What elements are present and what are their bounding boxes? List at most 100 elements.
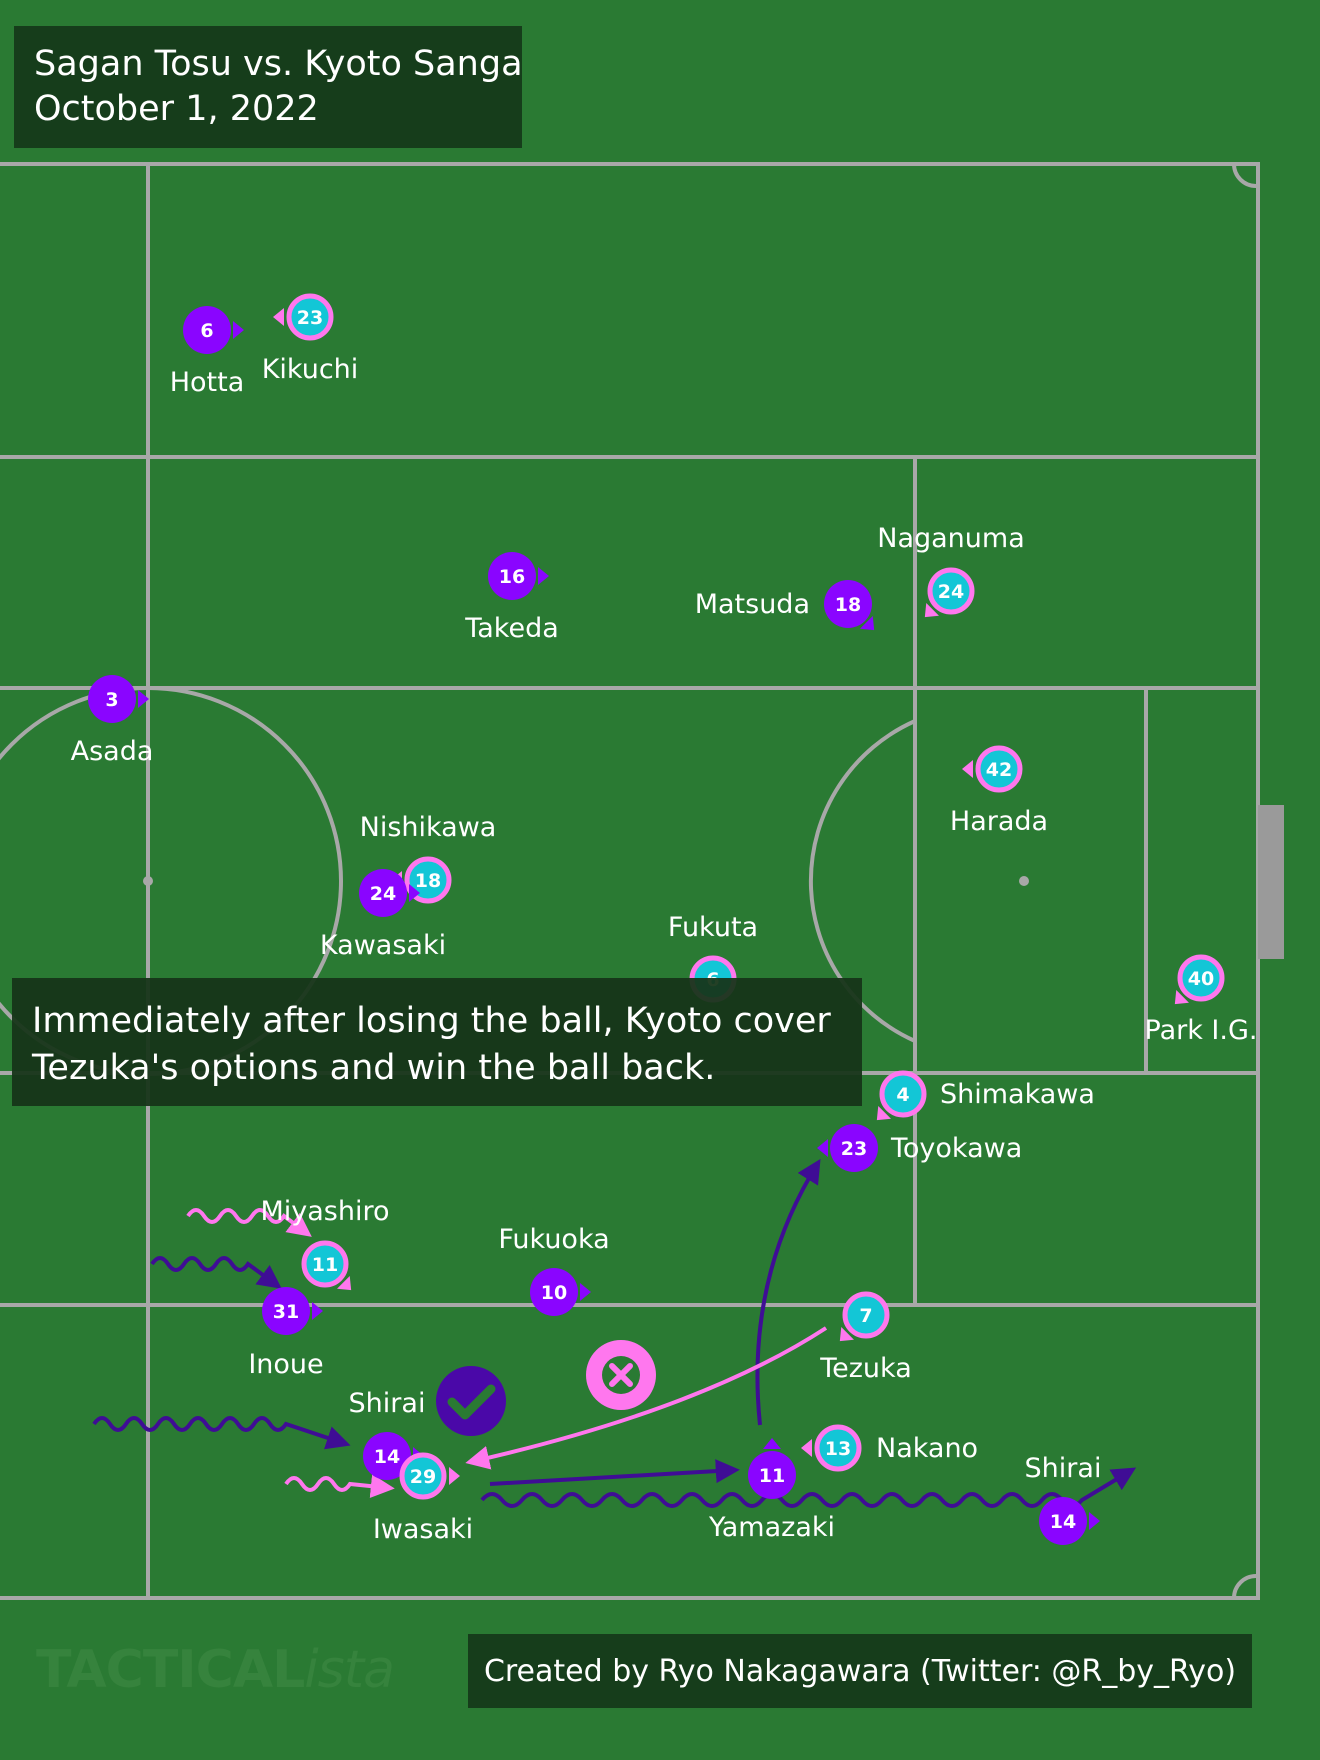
player-token: 14 Shirai [349, 1388, 426, 1480]
player-number: 42 [986, 759, 1012, 781]
penalty-spot [1019, 876, 1029, 886]
direction-pointer-icon [580, 1283, 591, 1301]
player-number: 16 [499, 566, 525, 588]
player-marker [824, 580, 872, 628]
player-number: 24 [938, 581, 964, 603]
direction-pointer-icon [924, 603, 939, 618]
player-token: 24 Naganuma [877, 523, 1025, 618]
player-name: Park I.G. [1145, 1015, 1258, 1046]
player-number: 18 [415, 870, 441, 892]
player-marker [530, 1268, 578, 1316]
player-token: 11 Yamazaki [708, 1438, 835, 1543]
player-name: Fukuoka [498, 1224, 609, 1255]
player-name: Miyashiro [260, 1196, 389, 1227]
player-name: Harada [950, 806, 1048, 837]
player-number: 13 [825, 1438, 851, 1460]
movement-lines [92, 1158, 1137, 1508]
player-number: 23 [297, 307, 323, 329]
pass-to-toyokawa [755, 1158, 821, 1426]
direction-pointer-icon [273, 308, 284, 326]
player-number: 11 [312, 1254, 338, 1276]
watermark-bold: TACTICAL [36, 1640, 305, 1700]
player-token: 23 Toyokawa [817, 1124, 1022, 1172]
player-token: 29 Iwasaki [373, 1452, 473, 1545]
credit-text: Created by Ryo Nakagawara (Twitter: @R_b… [483, 1653, 1237, 1689]
player-marker [359, 869, 407, 917]
player-number: 23 [841, 1138, 867, 1160]
player-number: 7 [859, 1305, 872, 1327]
pass-tezuka-blocked [465, 1326, 828, 1470]
direction-pointer-icon [839, 1327, 854, 1342]
corner-arc-top [1232, 163, 1257, 188]
player-name: Takeda [464, 613, 559, 644]
player-marker [830, 1124, 878, 1172]
match-title: Sagan Tosu vs. Kyoto Sanga [34, 44, 523, 84]
player-token: 16 Takeda [464, 552, 559, 644]
player-marker [1177, 954, 1225, 1002]
player-token: 6 Hotta [170, 306, 244, 398]
direction-pointer-icon [876, 1106, 891, 1121]
player-marker [88, 675, 136, 723]
player-number: 6 [200, 320, 213, 342]
player-name: Shirai [349, 1388, 426, 1419]
direction-pointer-icon [817, 1139, 828, 1157]
player-name: Nakano [876, 1433, 978, 1464]
player-number: 18 [835, 594, 861, 616]
player-name: Toyokawa [890, 1133, 1022, 1164]
direction-pointer-icon [233, 321, 244, 339]
player-number: 10 [541, 1282, 567, 1304]
player-name: Inoue [248, 1349, 323, 1380]
direction-pointer-icon [801, 1439, 812, 1457]
player-token: 14 Shirai [1025, 1453, 1102, 1545]
player-number: 14 [1050, 1511, 1076, 1533]
player-name: Naganuma [877, 523, 1025, 554]
player-marker [301, 1240, 349, 1288]
player-token: 7 Tezuka [819, 1291, 912, 1384]
players-layer: 6 Hotta 23 Kikuchi 16 Takeda 18 Matsuda 24 Naganu… [71, 293, 1258, 1545]
player-marker [363, 1432, 411, 1480]
run-path-iwasaki [284, 1474, 395, 1499]
direction-pointer-icon [449, 1467, 460, 1485]
check-icon-bg [436, 1366, 506, 1436]
centre-spot [143, 876, 153, 886]
player-name: Shimakawa [940, 1079, 1095, 1110]
player-name: Asada [71, 736, 154, 767]
player-token: 42 Harada [950, 745, 1048, 837]
player-number: 4 [896, 1084, 909, 1106]
caption-box: Immediately after losing the ball, Kyoto… [12, 978, 862, 1106]
direction-pointer-icon [337, 1276, 352, 1291]
watermark-italic: ista [304, 1640, 395, 1700]
player-token: 3 Asada [71, 675, 154, 767]
check-icon [447, 1384, 496, 1420]
credit-box: Created by Ryo Nakagawara (Twitter: @R_b… [468, 1634, 1252, 1708]
watermark-logo: TACTICALista [36, 1640, 395, 1700]
player-marker [262, 1287, 310, 1335]
player-token: 23 Kikuchi [262, 293, 358, 385]
direction-pointer-icon [312, 1302, 323, 1320]
player-name: Nishikawa [360, 812, 497, 843]
player-token: 10 Fukuoka [498, 1224, 610, 1316]
pass-to-yamazaki [489, 1459, 740, 1486]
player-name: Kawasaki [320, 930, 446, 961]
player-number: 29 [410, 1466, 436, 1488]
header-box: Sagan Tosu vs. Kyoto Sanga October 1, 20… [14, 26, 523, 148]
goal [1258, 805, 1284, 959]
player-number: 11 [759, 1465, 785, 1487]
player-marker [748, 1451, 796, 1499]
player-name: Matsuda [695, 589, 810, 620]
run-path-shirai-in [92, 1416, 351, 1450]
direction-pointer-icon [763, 1438, 781, 1449]
cross-icon [609, 1363, 633, 1387]
player-name: Shirai [1025, 1453, 1102, 1484]
player-marker [286, 293, 334, 341]
player-number: 31 [273, 1301, 299, 1323]
player-number: 14 [374, 1446, 400, 1468]
direction-pointer-icon [538, 567, 549, 585]
corner-arc-bottom [1232, 1574, 1257, 1599]
player-marker [814, 1424, 862, 1472]
player-token: 4 Shimakawa [876, 1070, 1095, 1121]
player-number: 24 [370, 883, 396, 905]
direction-pointer-icon [138, 690, 149, 708]
direction-pointer-icon [1089, 1512, 1100, 1530]
